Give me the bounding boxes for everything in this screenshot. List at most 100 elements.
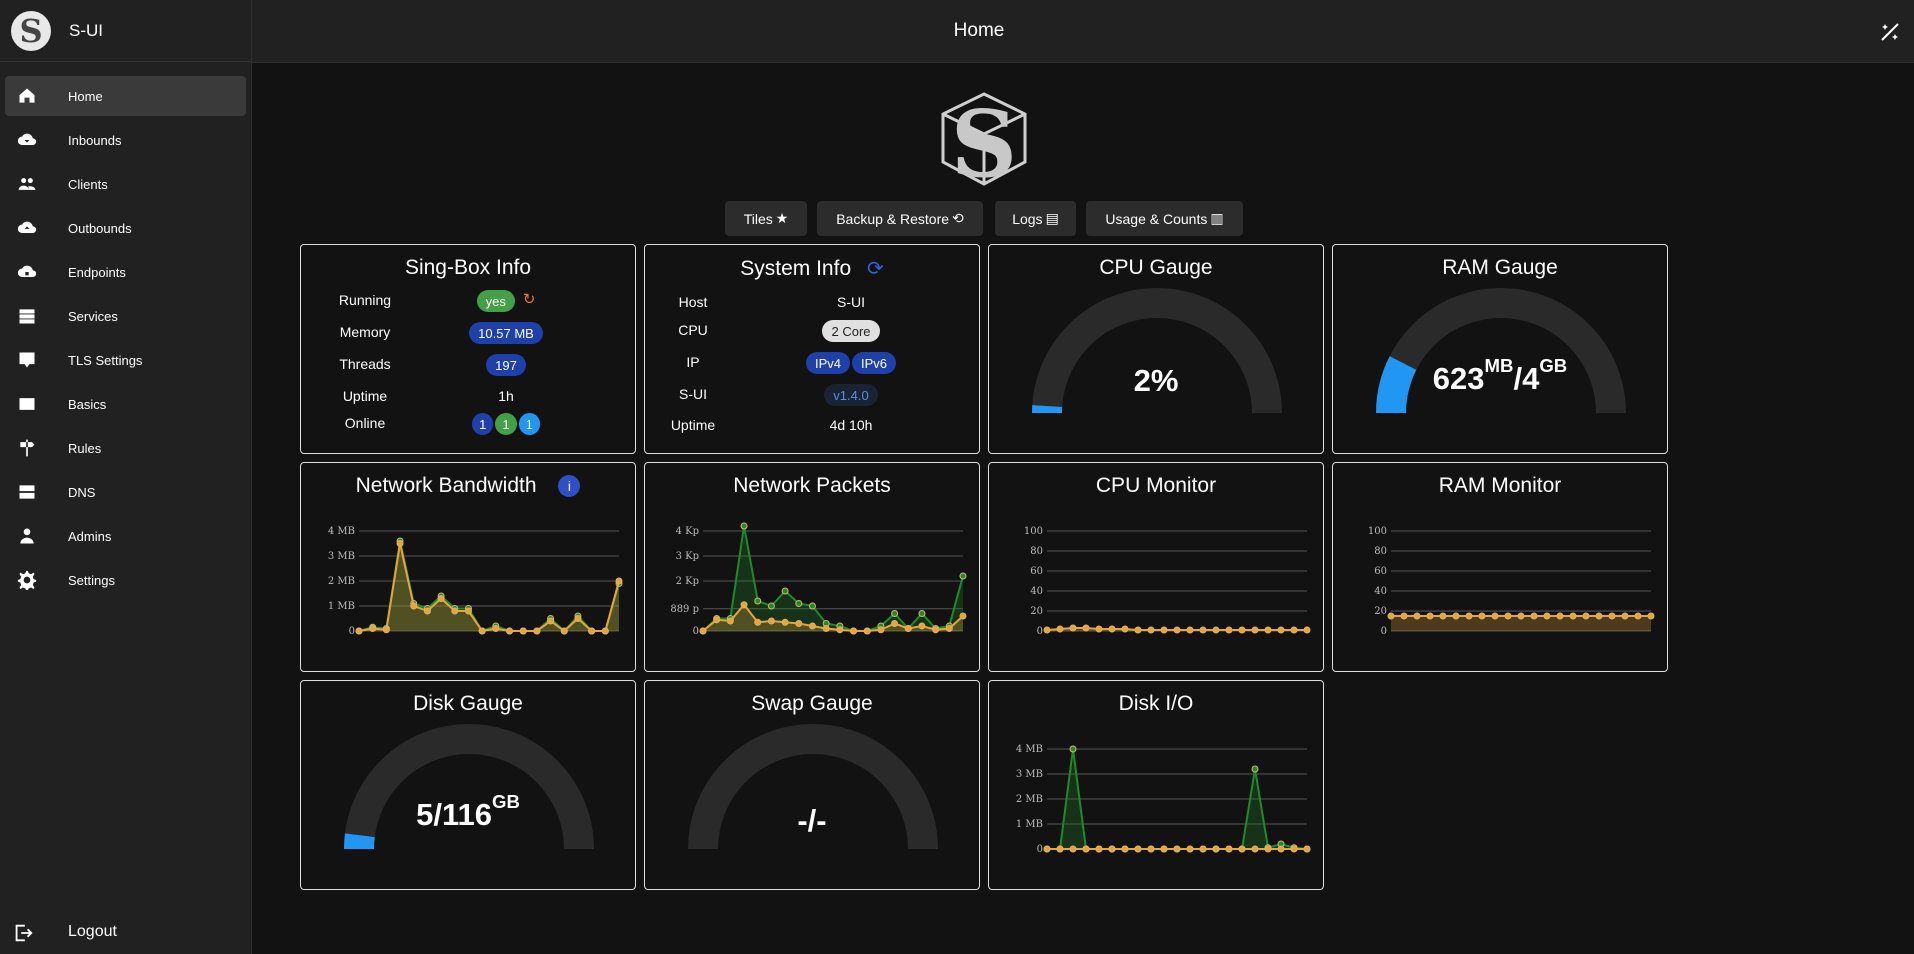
data-point[interactable] [699, 627, 707, 635]
data-point[interactable] [1108, 625, 1116, 633]
data-point[interactable] [891, 620, 899, 627]
data-point[interactable] [1277, 845, 1285, 853]
data-point[interactable] [1387, 612, 1395, 620]
data-point[interactable] [1134, 626, 1142, 634]
data-point[interactable] [1595, 612, 1603, 620]
sidebar-item-dns[interactable]: DNS [5, 472, 246, 512]
data-point[interactable] [945, 625, 953, 632]
data-point[interactable] [1108, 845, 1116, 853]
data-point[interactable] [1277, 626, 1285, 634]
data-point[interactable] [808, 622, 816, 630]
data-point[interactable] [1225, 845, 1233, 853]
data-point[interactable] [795, 600, 803, 607]
data-point[interactable] [1160, 626, 1168, 634]
data-point[interactable] [1264, 626, 1272, 634]
data-point[interactable] [1290, 626, 1298, 634]
data-point[interactable] [1186, 626, 1194, 634]
data-point[interactable] [932, 626, 940, 634]
data-point[interactable] [713, 616, 721, 624]
data-point[interactable] [1082, 624, 1090, 632]
data-point[interactable] [781, 618, 789, 626]
backup-restore-button[interactable]: Backup & Restore ⟲ [817, 201, 983, 236]
sidebar-item-home[interactable]: Home [5, 76, 246, 116]
data-point[interactable] [1439, 612, 1447, 620]
data-point[interactable] [560, 627, 568, 635]
logout-button[interactable]: Logout [0, 910, 252, 954]
data-point[interactable] [1504, 612, 1512, 620]
data-point[interactable] [615, 577, 623, 585]
data-point[interactable] [1199, 845, 1207, 853]
data-point[interactable] [492, 625, 500, 632]
data-point[interactable] [1400, 612, 1408, 620]
data-point[interactable] [519, 627, 527, 635]
data-point[interactable] [601, 627, 609, 635]
data-point[interactable] [1199, 626, 1207, 634]
data-point[interactable] [1303, 626, 1311, 634]
data-point[interactable] [1426, 612, 1434, 620]
usage-counts-button[interactable]: Usage & Counts ▥ [1086, 201, 1243, 236]
online-outbounds-badge[interactable]: 1 [518, 413, 540, 435]
data-point[interactable] [863, 627, 871, 635]
sidebar-item-endpoints[interactable]: Endpoints [5, 252, 246, 292]
data-point[interactable] [754, 618, 762, 626]
data-point[interactable] [1647, 612, 1655, 620]
sidebar-item-rules[interactable]: Rules [5, 428, 246, 468]
data-point[interactable] [1478, 612, 1486, 620]
data-point[interactable] [781, 587, 789, 595]
data-point[interactable] [369, 625, 377, 632]
data-point[interactable] [1251, 765, 1259, 773]
restart-icon[interactable]: ↻ [522, 291, 536, 308]
data-point[interactable] [1160, 845, 1168, 853]
data-point[interactable] [1173, 845, 1181, 853]
data-point[interactable] [918, 610, 926, 617]
sidebar-item-basics[interactable]: Basics [5, 384, 246, 424]
data-point[interactable] [355, 627, 363, 635]
data-point[interactable] [1069, 845, 1077, 853]
data-point[interactable] [396, 540, 404, 547]
data-point[interactable] [1069, 624, 1077, 632]
data-point[interactable] [464, 607, 472, 615]
data-point[interactable] [836, 626, 844, 634]
data-point[interactable] [1069, 745, 1077, 753]
data-point[interactable] [1465, 612, 1473, 620]
data-point[interactable] [918, 622, 926, 630]
data-point[interactable] [904, 625, 912, 632]
online-inbounds-badge[interactable]: 1 [472, 413, 494, 435]
data-point[interactable] [1413, 612, 1421, 620]
sidebar-item-clients[interactable]: Clients [5, 164, 246, 204]
data-point[interactable] [767, 602, 775, 610]
data-point[interactable] [423, 607, 431, 615]
data-point[interactable] [767, 617, 775, 625]
data-point[interactable] [740, 522, 748, 530]
data-point[interactable] [1147, 626, 1155, 634]
data-point[interactable] [754, 597, 762, 605]
ipv4-badge[interactable]: IPv4 [805, 352, 850, 374]
data-point[interactable] [1043, 626, 1051, 634]
data-point[interactable] [1147, 845, 1155, 853]
data-point[interactable] [1543, 612, 1551, 620]
ipv6-badge[interactable]: IPv6 [852, 352, 897, 374]
data-point[interactable] [959, 572, 967, 580]
data-point[interactable] [1303, 845, 1311, 853]
data-point[interactable] [1569, 612, 1577, 620]
data-point[interactable] [822, 625, 830, 632]
data-point[interactable] [1238, 626, 1246, 634]
data-point[interactable] [1251, 626, 1259, 634]
data-point[interactable] [1608, 612, 1616, 620]
info-icon[interactable]: i [558, 475, 581, 498]
data-point[interactable] [1043, 845, 1051, 853]
data-point[interactable] [891, 610, 899, 617]
sidebar-item-outbounds[interactable]: Outbounds [5, 208, 246, 248]
data-point[interactable] [1121, 845, 1129, 853]
data-point[interactable] [478, 627, 486, 635]
data-point[interactable] [1290, 845, 1298, 853]
data-point[interactable] [382, 626, 390, 634]
brand[interactable]: S S-UI [0, 0, 251, 62]
data-point[interactable] [959, 612, 967, 620]
data-point[interactable] [1186, 845, 1194, 853]
data-point[interactable] [1556, 612, 1564, 620]
theme-toggle-icon[interactable] [1878, 20, 1902, 44]
data-point[interactable] [1212, 626, 1220, 634]
sidebar-item-inbounds[interactable]: Inbounds [5, 120, 246, 160]
data-point[interactable] [1212, 845, 1220, 853]
